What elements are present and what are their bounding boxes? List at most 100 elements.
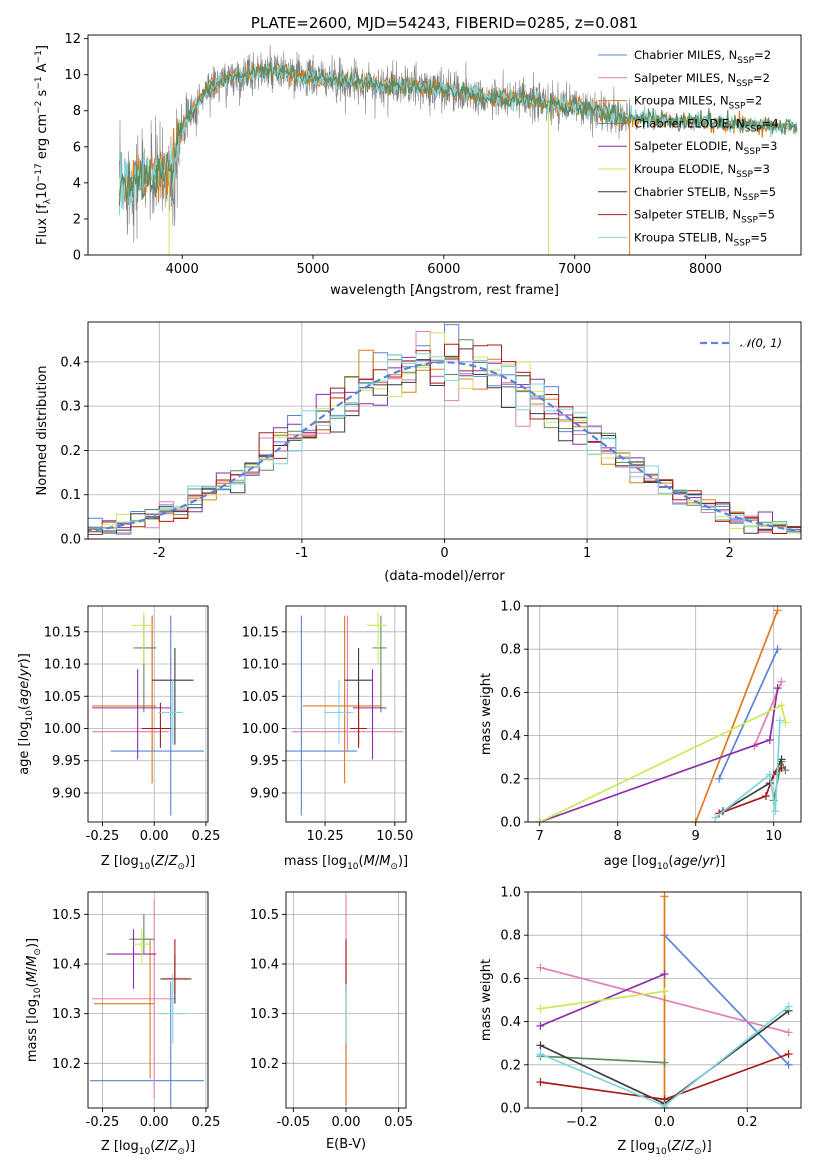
x-tick-label: 0.05 (384, 1115, 413, 1130)
x-tick-label: 0.00 (140, 829, 169, 844)
y-tick-label: 10.00 (44, 722, 81, 737)
y-tick-label: 0 (73, 249, 81, 264)
x-tick-label: 0.0 (654, 1115, 675, 1130)
y-tick-label: 0.2 (500, 1058, 521, 1073)
legend-entry: Chabrier STELIB, NSSP=5 (634, 185, 776, 203)
y-tick-label: 0.6 (500, 686, 521, 701)
plot-area-age-vs-Z (92, 612, 204, 816)
weight-line (694, 609, 779, 822)
y-tick-label: 0.2 (500, 772, 521, 787)
y-axis-label: Flux [fλ10−17 erg cm−2 s−1 A−1] (34, 45, 53, 245)
y-tick-label: 10.4 (52, 958, 81, 973)
y-tick-label: 0.0 (500, 816, 521, 831)
y-tick-label: 10.5 (52, 908, 81, 923)
weight-line (722, 759, 783, 812)
y-tick-label: 9.95 (52, 754, 81, 769)
histogram-step (88, 353, 801, 534)
weight-line (714, 720, 781, 819)
x-axis-label: wavelength [Angstrom, rest frame] (330, 283, 559, 298)
x-tick-label: 10.25 (306, 829, 343, 844)
axes-frame (87, 605, 209, 823)
chart-title: PLATE=2600, MJD=54243, FIBERID=0285, z=0… (251, 14, 638, 32)
y-tick-label: 10.4 (250, 958, 279, 973)
x-tick-label: 0.2 (737, 1115, 758, 1130)
observed-spectrum-line (119, 44, 632, 243)
y-tick-label: 10.00 (242, 722, 279, 737)
axes-frame (87, 891, 209, 1109)
model-spectrum-line (118, 61, 798, 206)
axes-frame (285, 605, 407, 823)
axes-weight-vs-age: 7 8 9 10 0.0 0.2 0.4 0.6 0.8 1.0 age [log10(age/yr… (479, 600, 802, 872)
y-tick-label: 8 (73, 104, 81, 119)
x-tick-label: 8000 (689, 262, 722, 277)
weight-line (540, 1055, 665, 1064)
legend-entry: Kroupa MILES, NSSP=2 (634, 94, 762, 112)
x-tick-label: 7000 (558, 262, 591, 277)
y-tick-label: 0.8 (500, 929, 521, 944)
x-tick-label: 0.00 (140, 1115, 169, 1130)
legend-entry: Chabrier MILES, NSSP=2 (634, 48, 771, 66)
x-axis-label: Z [log10(Z/Z⊙)] (101, 854, 195, 872)
x-tick-label: -2 (153, 546, 166, 561)
weight-line (539, 704, 787, 822)
x-tick-label: 0 (440, 546, 448, 561)
y-tick-label: 9.90 (52, 786, 81, 801)
axes-weight-vs-Z: −0.2 0.0 0.2 0.0 0.2 0.4 0.6 0.8 1.0 Z [log10(Z/Z… (479, 886, 802, 1157)
legend-entry: Salpeter STELIB, NSSP=5 (634, 208, 775, 226)
weight-line (539, 687, 779, 822)
y-tick-label: 10.15 (44, 625, 81, 640)
x-tick-label: 10.50 (376, 829, 413, 844)
y-axis-label: mass weight (479, 673, 494, 755)
weight-line (663, 934, 790, 1066)
x-axis-label: Z [log10(Z/Z⊙)] (617, 1139, 711, 1157)
x-axis-label: mass [log10(M/M⊙)] (284, 854, 408, 872)
y-axis-label: age [log10(age/yr)] (17, 653, 35, 775)
x-tick-label: 0.25 (191, 829, 220, 844)
axes-age-vs-mass: 10.25 10.50 9.90 9.95 10.00 10.05 10.10 10.15 ma… (242, 605, 413, 872)
y-tick-label: 10 (64, 68, 81, 83)
y-tick-label: 10.2 (52, 1057, 81, 1072)
legend-entry: Kroupa ELODIE, NSSP=3 (634, 162, 770, 180)
y-tick-label: 0.4 (60, 355, 81, 370)
x-tick-label: 5000 (296, 262, 329, 277)
x-tick-label: 8 (614, 829, 622, 844)
x-axis-label: E(B-V) (326, 1137, 366, 1152)
y-tick-label: 10.10 (44, 658, 81, 673)
legend-entry: Salpeter MILES, NSSP=2 (634, 71, 770, 89)
y-tick-label: 0.6 (500, 972, 521, 987)
y-tick-label: 1.0 (500, 600, 521, 615)
y-axis-label: mass weight (479, 959, 494, 1041)
axes-residuals: -2 -1 0 1 2 0.0 0.1 0.2 0.3 0.4 (data-model)/error… (35, 321, 802, 584)
y-tick-label: 10.05 (44, 690, 81, 705)
y-tick-label: 0.3 (60, 400, 81, 415)
y-tick-label: 10.5 (250, 908, 279, 923)
plot-area-age-vs-mass (286, 612, 404, 816)
y-tick-label: 10.3 (250, 1007, 279, 1022)
y-tick-label: 0.0 (60, 533, 81, 548)
y-tick-label: 0.8 (500, 643, 521, 658)
x-tick-label: 0.25 (191, 1115, 220, 1130)
x-tick-label: -0.05 (277, 1115, 311, 1130)
weight-line (718, 648, 779, 780)
legend: Chabrier MILES, NSSP=2 Salpeter MILES, NS… (598, 48, 779, 248)
y-axis-label: mass [log10(M/M⊙)] (25, 938, 43, 1062)
legend-entry: Salpeter ELODIE, NSSP=3 (634, 139, 777, 157)
y-tick-label: 0.2 (60, 444, 81, 459)
y-tick-label: 6 (73, 140, 81, 155)
weight-line (540, 990, 665, 1010)
x-tick-label: 2 (726, 546, 734, 561)
x-tick-label: 9 (692, 829, 700, 844)
y-tick-label: 10.3 (52, 1007, 81, 1022)
y-tick-label: 10.10 (242, 658, 279, 673)
plot-area-weight-vs-Z (536, 892, 793, 1108)
y-tick-label: 9.90 (250, 786, 279, 801)
y-tick-label: 10.15 (242, 625, 279, 640)
axes-mass-vs-EBV: -0.05 0.00 0.05 10.2 10.3 10.4 10.5 E(B-V) (250, 891, 413, 1152)
x-tick-label: -1 (295, 546, 308, 561)
y-tick-label: 0.1 (60, 488, 81, 503)
y-tick-label: 2 (73, 212, 81, 227)
plot-area-spectrum (118, 44, 798, 255)
axes-spectrum: 4000 5000 6000 7000 8000 0 2 4 6 8 10 12 PLATE=2600,… (34, 14, 802, 298)
y-tick-label: 1.0 (500, 886, 521, 901)
